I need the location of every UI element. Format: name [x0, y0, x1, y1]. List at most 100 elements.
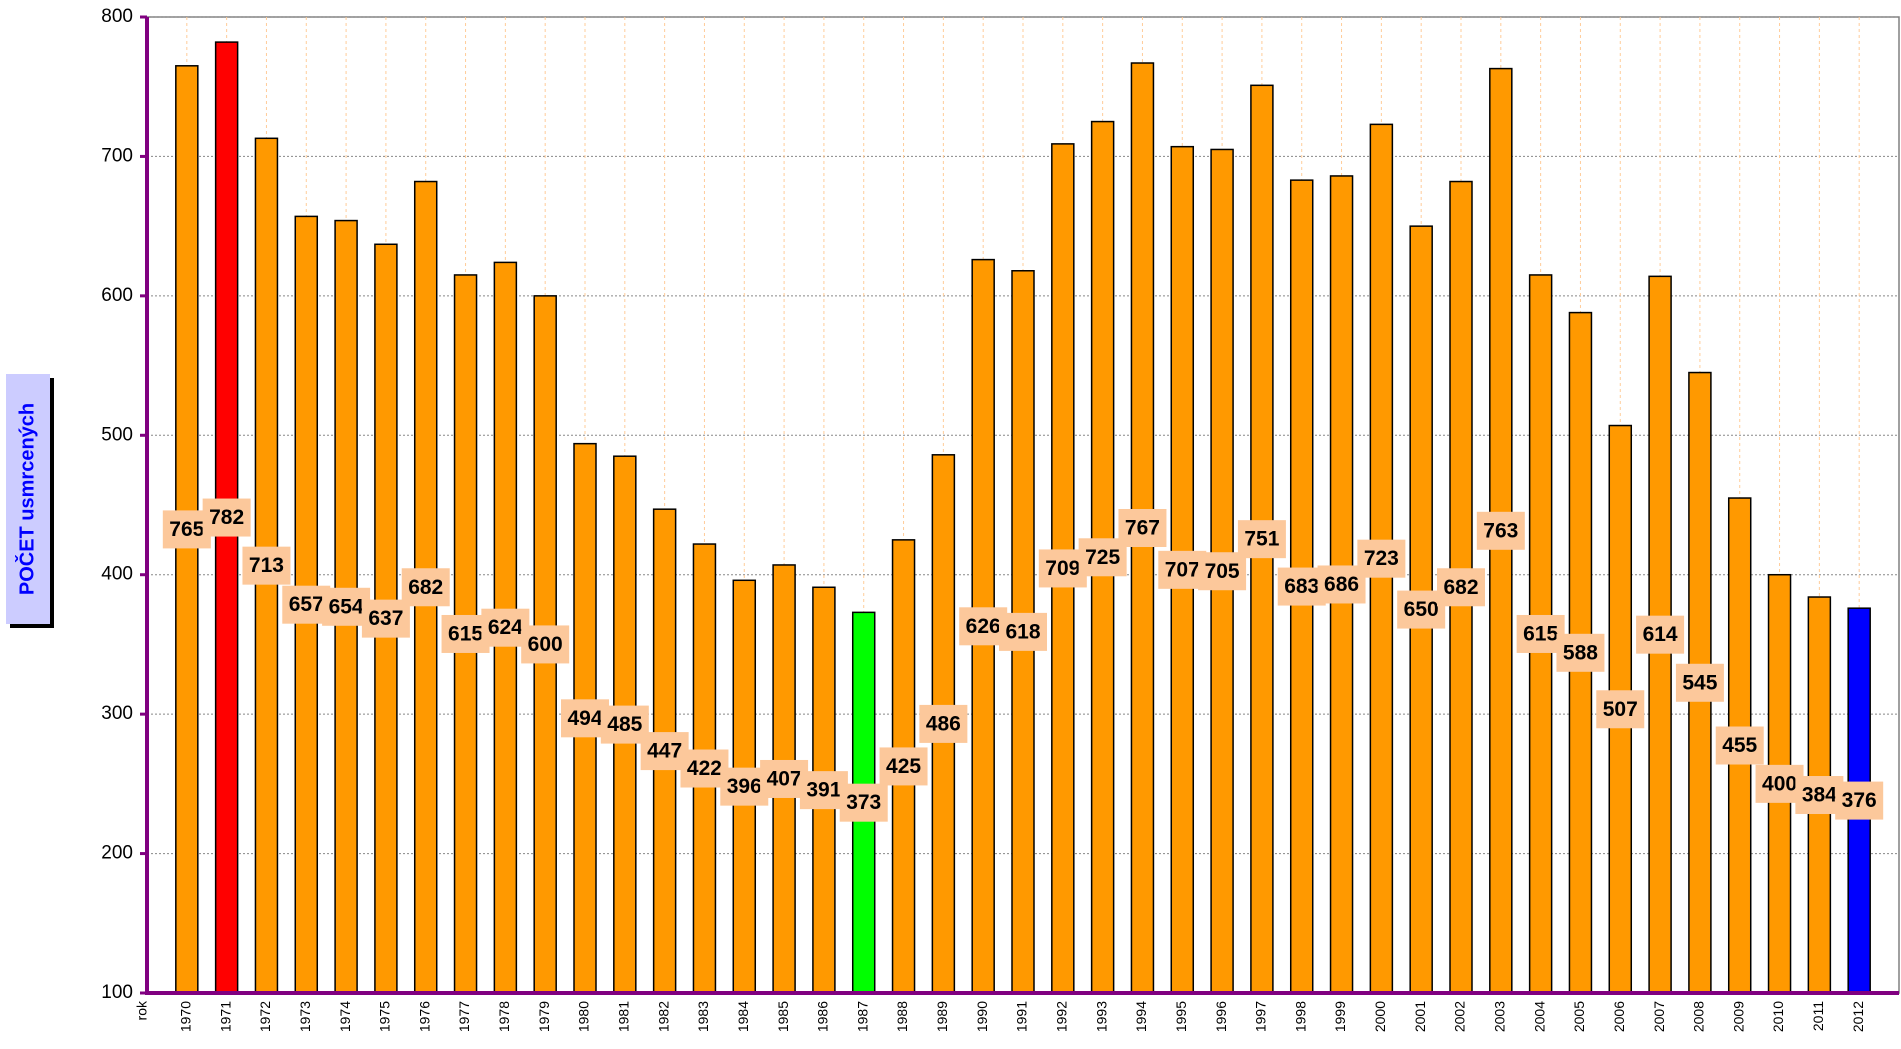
x-tick-label: 1985 [775, 1001, 791, 1032]
x-tick-label: 2009 [1730, 1001, 1746, 1032]
x-axis-label: rok [134, 1000, 150, 1020]
x-tick-label: 2010 [1770, 1001, 1786, 1032]
x-tick-label: 2003 [1492, 1001, 1508, 1032]
x-tick-label: 1984 [735, 1001, 751, 1032]
value-label: 637 [368, 607, 403, 630]
x-tick-label: 1999 [1332, 1001, 1348, 1032]
value-label: 682 [1443, 576, 1478, 599]
x-tick-label: 1993 [1093, 1001, 1109, 1032]
x-tick-label: 1975 [377, 1001, 393, 1032]
x-tick-label: 1997 [1253, 1001, 1269, 1032]
x-tick-label: 1971 [217, 1001, 233, 1032]
value-label: 486 [926, 712, 961, 735]
value-label: 614 [1643, 623, 1678, 646]
x-tick-label: 1995 [1173, 1001, 1189, 1032]
value-label: 545 [1682, 671, 1717, 694]
value-label: 705 [1205, 560, 1240, 583]
x-tick-label: 1972 [257, 1001, 273, 1032]
value-label: 723 [1364, 547, 1399, 570]
y-tick-label: 500 [101, 424, 133, 445]
value-label-box [839, 783, 888, 822]
y-tick-label: 300 [101, 703, 133, 724]
value-label-box [521, 625, 570, 664]
x-tick-label: 2008 [1691, 1001, 1707, 1032]
value-label-box [1835, 781, 1884, 820]
value-label: 751 [1244, 528, 1279, 551]
x-tick-label: 1989 [934, 1001, 950, 1032]
x-tick-label: 1981 [616, 1001, 632, 1032]
value-label: 485 [607, 713, 642, 736]
value-label-box [242, 546, 291, 585]
x-tick-label: 1973 [297, 1001, 313, 1032]
x-tick-label: 1990 [974, 1001, 990, 1032]
value-label: 709 [1045, 557, 1080, 580]
y-tick-label: 700 [101, 145, 133, 166]
value-label-box [1715, 726, 1764, 765]
value-label-box [1198, 552, 1247, 591]
x-tick-label: 1970 [178, 1001, 194, 1032]
value-label: 765 [169, 518, 204, 541]
x-tick-label: 1977 [456, 1001, 472, 1032]
y-tick-label: 200 [101, 843, 133, 864]
value-label: 683 [1284, 575, 1319, 598]
value-label-box [401, 568, 450, 607]
value-label: 384 [1802, 784, 1837, 807]
x-tick-label: 1980 [576, 1001, 592, 1032]
x-tick-label: 1979 [536, 1001, 552, 1032]
x-tick-label: 1976 [416, 1001, 432, 1032]
value-label: 763 [1483, 519, 1518, 542]
y-tick-label: 100 [101, 982, 133, 1003]
x-tick-label: 1992 [1054, 1001, 1070, 1032]
value-label-box [1437, 568, 1485, 607]
x-tick-label: 1991 [1014, 1001, 1030, 1032]
x-tick-label: 1978 [496, 1001, 512, 1032]
x-tick-label: 2005 [1571, 1001, 1587, 1032]
x-tick-label: 1998 [1292, 1001, 1308, 1032]
x-tick-label: 2011 [1810, 1001, 1826, 1031]
value-label-box [1675, 663, 1724, 702]
x-tick-label: 2002 [1452, 1001, 1468, 1032]
x-tick-label: 2001 [1412, 1001, 1428, 1032]
value-label: 615 [1523, 623, 1558, 646]
y-tick-label: 400 [101, 564, 133, 585]
value-label: 425 [886, 755, 921, 778]
x-tick-label: 1994 [1133, 1001, 1149, 1032]
value-label: 407 [767, 768, 802, 791]
value-label-box [879, 747, 928, 786]
value-label: 376 [1842, 789, 1877, 812]
value-label: 682 [408, 576, 443, 599]
value-label: 507 [1603, 698, 1638, 721]
value-label: 422 [687, 757, 722, 780]
value-label: 615 [448, 623, 483, 646]
x-tick-label: 2000 [1372, 1001, 1388, 1032]
x-tick-label: 1983 [695, 1001, 711, 1032]
x-tick-label: 1996 [1213, 1001, 1229, 1032]
x-tick-label: 1986 [815, 1001, 831, 1032]
value-label-box [1237, 520, 1286, 559]
y-tick-label: 800 [101, 6, 133, 27]
value-label: 686 [1324, 573, 1359, 596]
value-label-box [1357, 539, 1406, 578]
x-tick-label: 1974 [337, 1001, 353, 1032]
value-label: 657 [289, 593, 324, 616]
value-label: 767 [1125, 517, 1160, 540]
y-axis-label: POČET usmrcených [14, 403, 38, 595]
value-label: 650 [1404, 598, 1439, 621]
value-label-box [1118, 509, 1167, 548]
value-label-box [999, 612, 1047, 651]
x-tick-label: 2006 [1611, 1001, 1627, 1032]
x-tick-label: 1987 [854, 1001, 870, 1032]
value-label: 600 [528, 633, 563, 656]
y-label-box [6, 374, 50, 624]
value-label: 391 [806, 779, 841, 802]
value-label-box [1476, 511, 1525, 550]
value-label: 707 [1165, 558, 1200, 581]
y-tick-label: 600 [101, 285, 133, 306]
x-tick-label: 2007 [1651, 1001, 1667, 1032]
value-label: 455 [1722, 734, 1757, 757]
value-label: 725 [1085, 546, 1120, 569]
x-tick-label: 2012 [1850, 1001, 1866, 1032]
x-tick-label: 1982 [655, 1001, 671, 1032]
value-label: 618 [1005, 620, 1040, 643]
